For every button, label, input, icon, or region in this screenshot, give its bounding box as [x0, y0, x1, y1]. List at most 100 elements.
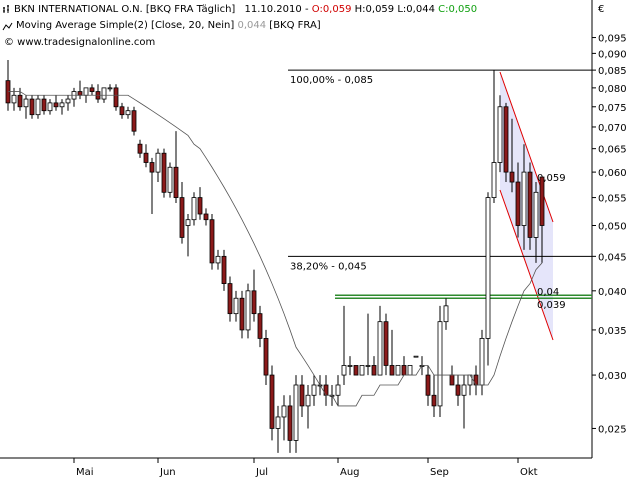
indicator-symbol: [BKQ FRA]	[269, 20, 321, 31]
candle-body	[53, 102, 59, 108]
y-tick-label: 0,070	[598, 123, 627, 134]
candle-body	[485, 197, 491, 339]
copyright: © www.tradesignalonline.com	[4, 37, 155, 48]
candle-body	[113, 87, 119, 108]
candle-body	[251, 290, 257, 315]
candle-body	[125, 110, 131, 116]
candle-body	[155, 152, 161, 173]
annotation: 0,059	[537, 173, 566, 184]
header-line: BKN INTERNATIONAL O.N. [BKQ FRA Täglich]…	[14, 4, 477, 15]
candle-body	[401, 365, 407, 376]
candle-body	[167, 166, 173, 193]
candle-body	[245, 290, 251, 331]
candle-body	[143, 152, 149, 163]
indicator: Moving Average Simple(2) [Close, 20, Nei…	[16, 20, 234, 31]
candle-body	[323, 384, 329, 396]
candle-body	[455, 384, 461, 396]
candle-body	[431, 394, 437, 407]
x-tick-label: Mai	[76, 467, 94, 478]
candle-body	[203, 213, 209, 221]
candle-body	[107, 87, 113, 90]
channel-fill	[500, 72, 553, 340]
y-tick-label: 0,055	[598, 194, 627, 205]
candle-body	[347, 365, 353, 367]
channel-lower	[499, 189, 554, 341]
candle-icon	[3, 5, 9, 13]
indicator-value: 0,044	[237, 20, 266, 31]
candle-body	[311, 384, 317, 396]
candle-body	[215, 255, 221, 264]
candle-body	[149, 162, 155, 173]
candle-body	[359, 365, 365, 376]
candle-body	[479, 338, 485, 386]
candle-body	[41, 98, 47, 112]
x-tick-label: Jun	[159, 467, 176, 478]
candle-body	[137, 143, 143, 154]
y-tick-label: 0,090	[598, 49, 627, 60]
candle-body	[491, 162, 497, 198]
candle-body	[161, 152, 167, 193]
x-tick-label: Okt	[520, 467, 538, 478]
line-icon	[2, 22, 13, 31]
close-label: C:0,050	[438, 4, 477, 15]
candle-body	[233, 297, 239, 315]
candle-body	[269, 374, 275, 429]
x-tick-label: Sep	[430, 467, 449, 478]
fib-label: 100,00% - 0,085	[290, 75, 373, 86]
candle-body	[437, 321, 443, 407]
candle-body	[287, 405, 293, 441]
y-tick-label: 0,025	[598, 424, 627, 435]
candle-body	[77, 91, 83, 96]
y-tick-label: 0,030	[598, 371, 627, 382]
candle-body	[527, 171, 533, 238]
low-label: L:0,044	[397, 4, 435, 15]
indicator-line: Moving Average Simple(2) [Close, 20, Nei…	[16, 20, 321, 31]
candle-body	[521, 171, 527, 226]
candle-body	[467, 374, 473, 386]
separator: -	[305, 4, 309, 15]
candle-body	[179, 197, 185, 238]
candle-body	[89, 87, 95, 92]
candle-body	[425, 374, 431, 396]
candle-body	[413, 355, 419, 358]
high-label: H:0,059	[355, 4, 395, 15]
candle-body	[449, 374, 455, 386]
title: BKN INTERNATIONAL O.N. [BKQ FRA Täglich]	[14, 4, 235, 15]
candle-body	[131, 110, 137, 132]
candle-body	[239, 297, 245, 331]
y-tick-label: 0,050	[598, 221, 627, 232]
candle-body	[461, 384, 467, 396]
y-tick-label: 0,065	[598, 145, 627, 156]
x-tick-label: Jul	[255, 467, 268, 478]
candle-body	[365, 365, 371, 367]
candle-body	[443, 305, 449, 323]
moving-average	[8, 91, 543, 407]
candle-body	[197, 197, 203, 215]
candle-body	[209, 219, 215, 264]
candle-body	[83, 87, 89, 96]
candle-body	[281, 405, 287, 418]
y-tick-label: 0,080	[598, 84, 627, 95]
x-tick-label: Aug	[340, 467, 360, 478]
candle-body	[299, 384, 305, 407]
candle-body	[17, 94, 23, 108]
candle-body	[263, 338, 269, 376]
candle-body	[305, 394, 311, 407]
candle-body	[335, 384, 341, 396]
candle-body	[185, 219, 191, 226]
candle-body	[533, 191, 539, 238]
y-tick-label: 0,060	[598, 168, 627, 179]
date: 11.10.2010	[245, 4, 302, 15]
candle-body	[515, 181, 521, 226]
candle-body	[221, 255, 227, 284]
candle-body	[395, 365, 401, 376]
candle-body	[65, 98, 71, 104]
y-tick-label: 0,035	[598, 326, 627, 337]
candle-body	[407, 365, 413, 376]
candle-body	[497, 106, 503, 163]
y-tick-label: 0,040	[598, 287, 627, 298]
candle-body	[191, 197, 197, 221]
candle-body	[389, 365, 395, 376]
